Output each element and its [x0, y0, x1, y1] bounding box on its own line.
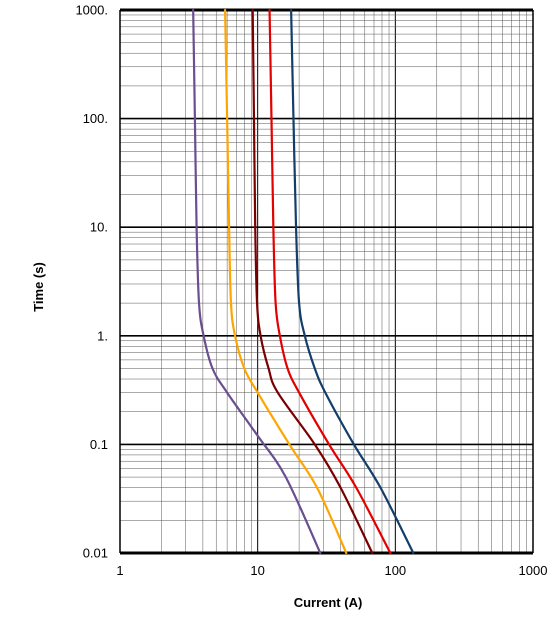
- tick-labels: 1 10 100 1000 0.01 0.1 1. 10. 100. 1000.: [75, 3, 547, 579]
- x-tick-label: 10: [250, 563, 264, 578]
- y-tick-label: 100.: [83, 111, 108, 126]
- x-tick-label: 1: [116, 563, 123, 578]
- x-tick-label: 100: [384, 563, 406, 578]
- series-line-1: [192, 8, 322, 555]
- y-tick-label: 10.: [90, 220, 108, 235]
- x-axis-title: Current (A): [294, 595, 363, 610]
- plot-frame: [119, 8, 534, 555]
- y-axis-title: Time (s): [31, 262, 46, 312]
- y-tick-label: 1000.: [75, 3, 108, 18]
- y-tick-label: 0.01: [83, 546, 108, 561]
- series-group: [192, 8, 415, 555]
- series-line-5: [290, 8, 415, 555]
- x-tick-label: 1000: [519, 563, 548, 578]
- y-tick-label: 1.: [97, 328, 108, 343]
- y-tick-label: 0.1: [90, 437, 108, 452]
- series-line-2: [224, 8, 348, 555]
- series-line-3: [251, 8, 374, 555]
- series-line-4: [268, 8, 392, 555]
